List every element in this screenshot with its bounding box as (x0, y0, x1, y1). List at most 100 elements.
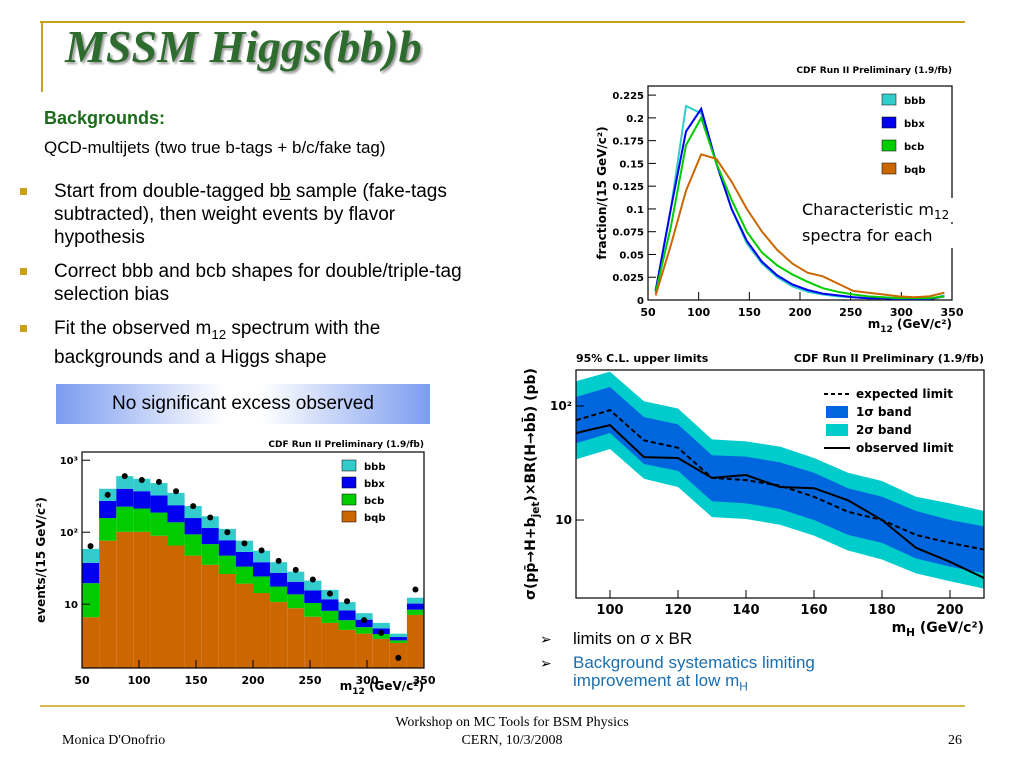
histogram-bar (287, 571, 305, 582)
histogram-bar (287, 581, 305, 595)
histogram-bar (355, 613, 373, 620)
data-point (121, 473, 128, 480)
data-point (224, 529, 231, 536)
y-tick-label: 10³ (60, 456, 78, 467)
annotation-bg (798, 198, 968, 222)
legend-swatch (341, 476, 357, 489)
y-tick-label: 0.225 (612, 91, 644, 102)
histogram-bar (338, 602, 356, 611)
y-axis-label: fraction/(15 GeV/c²) (595, 126, 609, 259)
data-point (395, 654, 402, 661)
x-tick-label: 140 (732, 603, 759, 618)
legend-label: bbx (364, 479, 385, 490)
y-axis-label: events/(15 GeV/c²) (34, 497, 48, 623)
histogram-bar (82, 562, 100, 584)
histogram-bar (201, 516, 219, 529)
histogram-bar (167, 492, 185, 506)
histogram-bar (321, 622, 339, 668)
histogram-bar (406, 614, 424, 668)
histogram-bar (355, 633, 373, 668)
histogram-bar (389, 640, 407, 643)
y-tick-label: 0 (637, 296, 644, 307)
histogram-bar (270, 586, 288, 603)
histogram-bar (184, 518, 202, 535)
plot-area (82, 473, 424, 668)
section-subline: QCD-multijets (two true b-tags + b/c/fak… (44, 138, 386, 157)
y-tick-label: 0.1 (626, 205, 644, 216)
y-tick-label: 0.15 (619, 159, 644, 170)
legend-swatch (826, 424, 848, 436)
histogram-bar (116, 506, 134, 532)
data-point (344, 598, 351, 605)
subscript: 12 (352, 687, 365, 697)
section-heading: Backgrounds: (44, 108, 166, 128)
histogram-bar (372, 622, 390, 629)
histogram-bar (150, 535, 168, 668)
bullet-list: Start from double-tagged bb̲ sample (fak… (20, 180, 480, 380)
histogram-bar (270, 572, 288, 587)
histogram-bar (355, 627, 373, 634)
histogram-bar (116, 476, 134, 489)
histogram-bar (99, 540, 117, 668)
histogram-bar (235, 566, 253, 584)
x-tick-label: 200 (242, 674, 265, 687)
histogram-bar (321, 599, 339, 611)
histogram-bar (389, 637, 407, 641)
x-tick-label: 50 (74, 674, 90, 687)
legend-swatch (881, 93, 897, 106)
y-tick-label: 0.05 (619, 250, 644, 261)
plot-frame (575, 369, 985, 599)
annotation: spectra for each (802, 226, 933, 245)
chart-title: CDF Run II Preliminary (1.9/fb) (794, 352, 984, 365)
data-point (173, 488, 180, 495)
histogram-bar (82, 617, 100, 668)
x-axis-label: mH (GeV/c²) (892, 620, 984, 639)
series-line (654, 153, 945, 299)
legend-label: bbx (904, 119, 925, 130)
x-tick-label: 250 (839, 306, 862, 319)
y-tick-label: 0.075 (612, 228, 644, 239)
histogram-bar (287, 608, 305, 668)
subscript: 12 (880, 325, 893, 335)
legend-label: bbb (364, 462, 385, 473)
text-part: Background systematics limiting improvem… (573, 653, 815, 690)
histogram-bar (184, 534, 202, 556)
text-part: m (340, 679, 353, 693)
histogram-bar (372, 638, 390, 668)
data-point (378, 629, 385, 636)
legend-label: bqb (904, 165, 925, 176)
bullet: Background systematics limiting improvem… (540, 654, 900, 695)
histogram-bar (304, 590, 322, 603)
x-tick-label: 100 (128, 674, 151, 687)
y-tick-label: 10 (64, 600, 78, 611)
histogram-bar (253, 576, 271, 594)
error-band (576, 386, 984, 574)
data-point (207, 514, 214, 521)
chart-subtitle: 95% C.L. upper limits (576, 352, 709, 365)
legend-swatch (881, 139, 897, 152)
data-point (241, 540, 248, 547)
x-tick-label: 150 (738, 306, 761, 319)
histogram-bar (184, 505, 202, 519)
legend-swatch (341, 493, 357, 506)
legend-label: bqb (364, 513, 385, 524)
histogram-bar (99, 518, 117, 541)
x-tick-label: 350 (941, 306, 964, 319)
bullet: Correct bbb and bcb shapes for double/tr… (20, 260, 480, 306)
legend-label: expected limit (856, 387, 953, 401)
histogram-bar (304, 602, 322, 617)
histogram-bar (133, 491, 151, 509)
histogram-bar (270, 602, 288, 668)
y-tick-label: 10² (550, 399, 572, 413)
histogram-bar (253, 550, 271, 563)
histogram-bar (338, 620, 356, 630)
legend-swatch (826, 406, 848, 418)
text-part: (GeV/c²) (893, 317, 952, 331)
bullet: Start from double-tagged bb̲ sample (fak… (20, 180, 480, 249)
subscript: 12 (211, 326, 227, 342)
histogram-bar (338, 610, 356, 621)
subscript: jet (530, 502, 542, 519)
data-point (87, 543, 94, 550)
histogram-bar (201, 528, 219, 545)
